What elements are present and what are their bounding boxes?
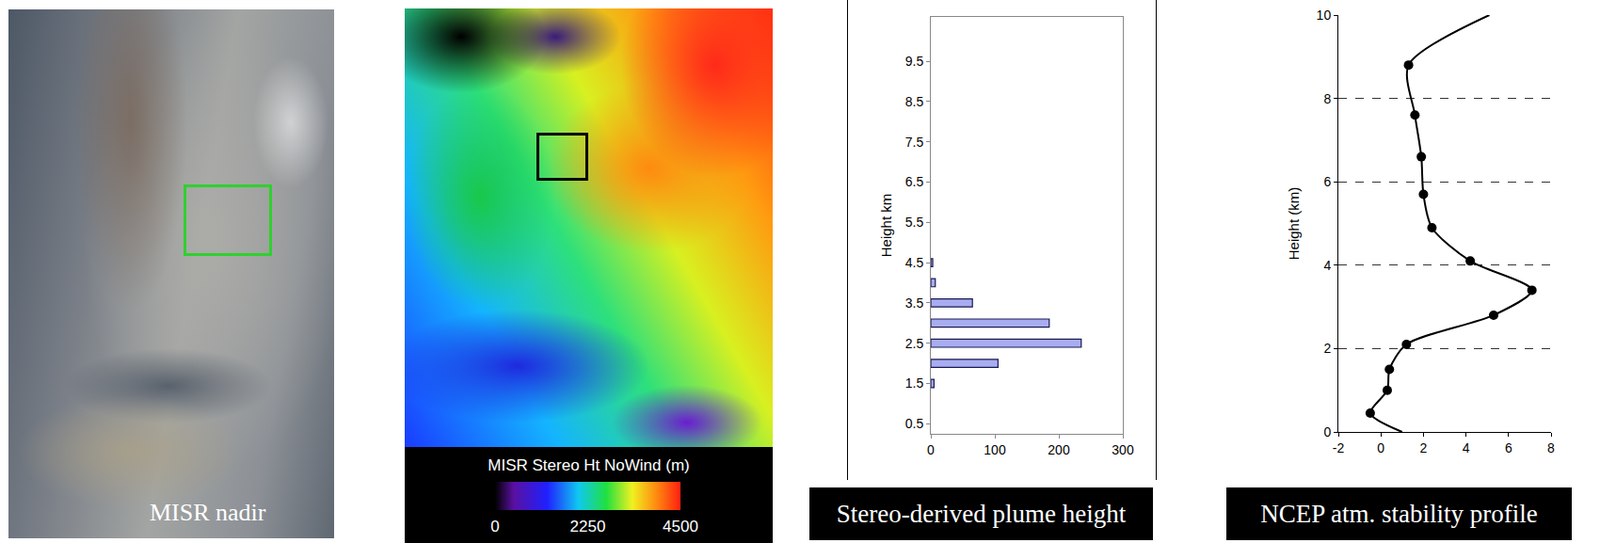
- svg-text:6.5: 6.5: [905, 174, 925, 190]
- svg-text:1.5: 1.5: [905, 375, 925, 391]
- svg-text:2.5: 2.5: [905, 336, 925, 352]
- svg-text:4: 4: [1462, 440, 1471, 456]
- svg-text:0: 0: [1323, 424, 1331, 440]
- svg-text:8: 8: [1323, 91, 1331, 107]
- svg-text:10: 10: [1316, 7, 1332, 23]
- svg-text:2: 2: [1323, 340, 1331, 356]
- svg-text:300: 300: [1111, 442, 1135, 458]
- html-text:4500: 4500: [662, 517, 699, 536]
- svg-text:0: 0: [1376, 440, 1385, 456]
- svg-text:9.5: 9.5: [905, 53, 925, 69]
- html-text:Stereo-derived plume height: Stereo-derived plume height: [836, 499, 1126, 528]
- svg-text:100: 100: [983, 442, 1007, 458]
- svg-text:Height (km): Height (km): [1285, 187, 1302, 261]
- html-text:NCEP atm. stability profile: NCEP atm. stability profile: [1260, 499, 1538, 528]
- html-text:2250: 2250: [569, 517, 606, 536]
- html-text:MISR Stereo Ht NoWind (m): MISR Stereo Ht NoWind (m): [487, 456, 690, 475]
- html-text:MISR nadir: MISR nadir: [149, 498, 266, 527]
- svg-text:8: 8: [1547, 440, 1555, 456]
- svg-text:6: 6: [1504, 440, 1513, 456]
- svg-text:8.5: 8.5: [905, 94, 925, 110]
- svg-text:3.5: 3.5: [905, 295, 925, 311]
- svg-text:Height km: Height km: [878, 193, 895, 258]
- svg-text:-2: -2: [1332, 440, 1345, 456]
- html-text:0: 0: [490, 517, 500, 536]
- svg-text:2: 2: [1420, 440, 1428, 456]
- svg-text:5.5: 5.5: [905, 214, 925, 230]
- svg-text:0: 0: [927, 442, 935, 458]
- svg-text:200: 200: [1047, 442, 1071, 458]
- svg-text:7.5: 7.5: [905, 134, 925, 150]
- svg-text:4: 4: [1323, 257, 1331, 273]
- svg-text:0.5: 0.5: [905, 416, 925, 432]
- svg-text:4.5: 4.5: [905, 255, 925, 271]
- svg-text:6: 6: [1323, 174, 1331, 190]
